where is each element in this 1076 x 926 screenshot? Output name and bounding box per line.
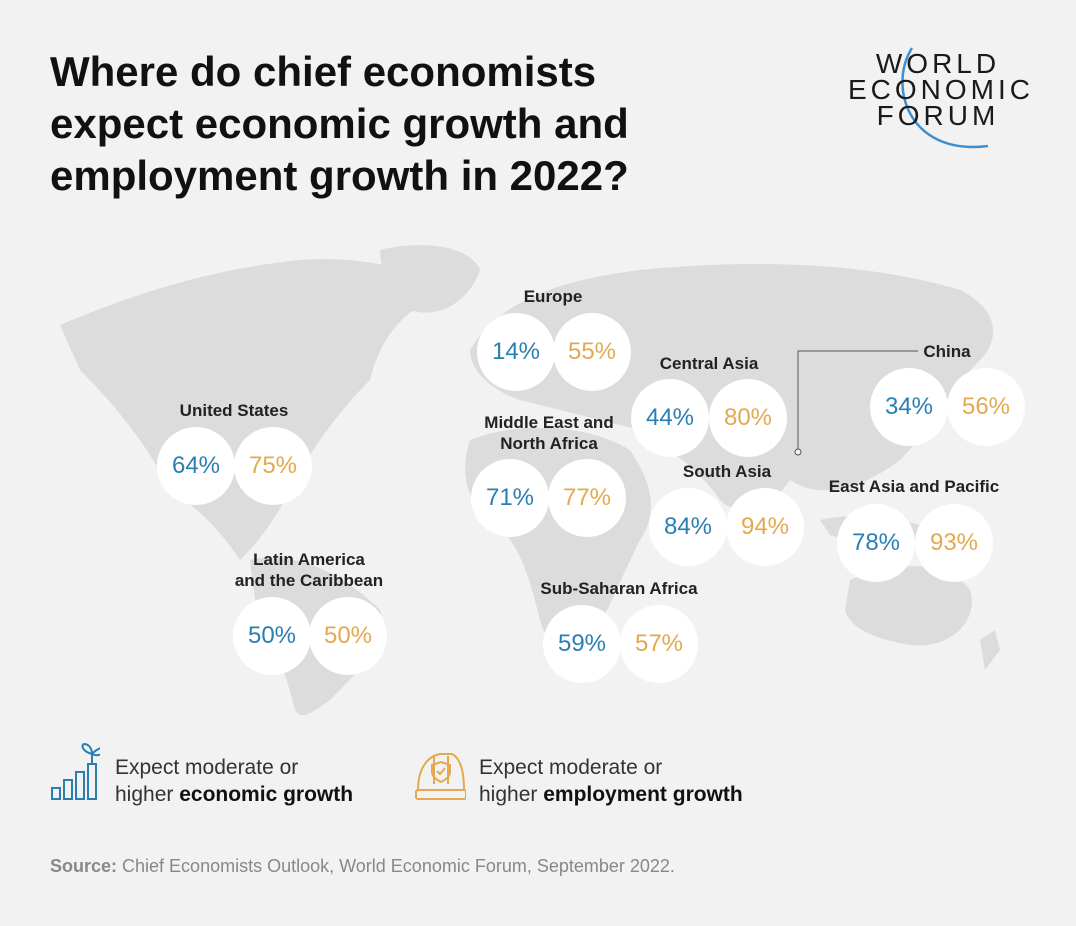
region-label-line: and the Caribbean	[234, 571, 384, 590]
economic-growth-value: 50%	[233, 597, 311, 675]
region-label-line: China	[923, 342, 971, 361]
hard-hat-shield-icon	[415, 753, 466, 800]
new-zealand-shape	[980, 630, 1000, 670]
page-title: Where do chief economists expect economi…	[50, 46, 629, 202]
region-label: South Asia	[683, 461, 771, 482]
economic-growth-value: 44%	[631, 379, 709, 457]
economic-growth-value: 64%	[157, 427, 235, 505]
greenland-shape	[380, 245, 480, 313]
australia-shape	[845, 566, 972, 646]
region-label: East Asia and Pacific	[829, 476, 999, 497]
employment-growth-value: 50%	[309, 597, 387, 675]
employment-growth-value: 75%	[234, 427, 312, 505]
region-label-line: East Asia and Pacific	[828, 477, 1000, 496]
region-label: Sub-Saharan Africa	[540, 578, 697, 599]
region-label-line: Latin America	[253, 550, 365, 569]
economic-growth-value: 59%	[543, 605, 621, 683]
employment-growth-value: 56%	[947, 368, 1025, 446]
logo-arc	[901, 47, 989, 149]
region-label: Latin America and the Caribbean	[235, 549, 383, 591]
region-label-line: Sub-Saharan Africa	[540, 579, 698, 598]
region-label: United States	[180, 400, 289, 421]
region-label-line: North Africa	[500, 434, 598, 453]
region-label-line: Middle East and	[484, 413, 614, 432]
employment-growth-value: 77%	[548, 459, 626, 537]
legend-line: higher	[479, 783, 544, 806]
region-label-line: South Asia	[682, 462, 772, 481]
title-line: expect economic growth and	[50, 100, 629, 147]
title-line: employment growth in 2022?	[50, 152, 629, 199]
economic-growth-value: 71%	[471, 459, 549, 537]
north-america-shape	[60, 259, 450, 560]
region-label-line: Europe	[523, 287, 583, 306]
region-label: Central Asia	[660, 353, 759, 374]
title-line: Where do chief economists	[50, 48, 597, 95]
legend-bold: economic growth	[179, 783, 354, 806]
legend-line: Expect moderate or	[115, 756, 299, 779]
legend-line: Expect moderate or	[479, 756, 663, 779]
region-label: Middle East and North Africa	[484, 412, 613, 454]
region-label: China	[923, 341, 970, 362]
economic-growth-value: 14%	[477, 313, 555, 391]
source-label: Source:	[50, 856, 118, 876]
employment-growth-value: 93%	[915, 504, 993, 582]
source-note: Source: Chief Economists Outlook, World …	[50, 856, 675, 877]
employment-growth-value: 80%	[709, 379, 787, 457]
region-label-line: United States	[179, 401, 289, 420]
employment-growth-value: 55%	[553, 313, 631, 391]
logo-text: FORUM	[876, 100, 1000, 131]
logo-text: ECONOMIC	[848, 74, 1034, 105]
economic-growth-value: 84%	[649, 488, 727, 566]
legend-bold: employment growth	[543, 783, 743, 806]
source-text: Chief Economists Outlook, World Economic…	[117, 856, 675, 876]
growth-bar-chart-plant-icon	[51, 742, 100, 800]
legend-line: higher	[115, 783, 180, 806]
logo-text: WORLD	[875, 48, 1001, 79]
region-label: Europe	[524, 286, 583, 307]
economic-growth-value: 78%	[837, 504, 915, 582]
employment-growth-value: 57%	[620, 605, 698, 683]
wef-logo: WORLD ECONOMIC FORUM	[848, 46, 1034, 156]
economic-growth-value: 34%	[870, 368, 948, 446]
region-label-line: Central Asia	[659, 354, 759, 373]
employment-growth-value: 94%	[726, 488, 804, 566]
